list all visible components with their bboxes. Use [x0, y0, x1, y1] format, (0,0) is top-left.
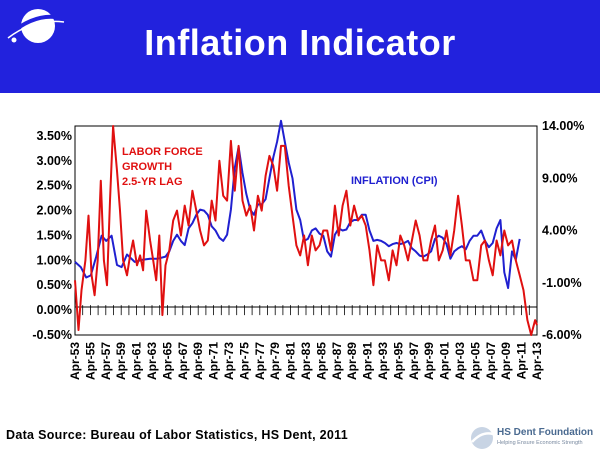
x-tick-label: Apr-59 — [114, 342, 128, 380]
plot-frame — [74, 125, 538, 336]
left-axis-tick-label: 2.00% — [37, 204, 72, 218]
x-tick-label: Apr-63 — [145, 342, 159, 380]
x-tick-label: Apr-57 — [99, 342, 113, 380]
x-tick-label: Apr-77 — [253, 342, 267, 380]
hs-dent-brand: HS Dent Foundation Helping Ensure Econom… — [467, 424, 597, 452]
x-tick-label: Apr-67 — [176, 342, 190, 380]
x-tick-label: Apr-73 — [222, 342, 236, 380]
x-tick-label: Apr-09 — [499, 342, 513, 380]
x-tick-label: Apr-55 — [83, 342, 97, 380]
brand-name: HS Dent Foundation — [497, 427, 594, 438]
x-tick-label: Apr-83 — [299, 342, 313, 380]
x-tick-label: Apr-89 — [345, 342, 359, 380]
right-axis-labels: 14.00% 9.00% 4.00% -1.00% -6.00% — [542, 119, 584, 342]
page-title: Inflation Indicator — [144, 22, 456, 63]
x-tick-label: Apr-65 — [160, 342, 174, 380]
left-axis-tick-label: 3.00% — [37, 154, 72, 168]
right-axis-tick-label: -6.00% — [542, 328, 582, 342]
left-axis-tick-label: 3.50% — [37, 129, 72, 143]
x-tick-label: Apr-97 — [407, 342, 421, 380]
x-tick-label: Apr-13 — [530, 342, 544, 380]
x-tick-marks — [74, 305, 538, 316]
x-tick-label: Apr-01 — [438, 342, 452, 380]
x-tick-label: Apr-99 — [422, 342, 436, 380]
x-tick-label: Apr-75 — [237, 342, 251, 380]
inflation-chart: 3.50% 3.00% 2.50% 2.00% 1.50% 1.00% 0.50% 0.00%… — [32, 119, 584, 380]
left-axis-tick-label: 2.50% — [37, 179, 72, 193]
right-axis-tick-label: 14.00% — [542, 119, 584, 133]
right-axis-tick-label: -1.00% — [542, 276, 582, 290]
x-tick-label: Apr-91 — [361, 342, 375, 380]
right-axis-tick-label: 4.00% — [542, 224, 577, 238]
x-tick-label: Apr-53 — [68, 342, 82, 380]
left-axis-tick-label: 0.00% — [37, 303, 72, 317]
brand-tagline: Helping Ensure Economic Strength — [497, 440, 583, 446]
x-tick-label: Apr-95 — [391, 342, 405, 380]
left-axis-tick-label: 0.50% — [37, 278, 72, 292]
x-tick-label: Apr-87 — [330, 342, 344, 380]
data-source-note: Data Source: Bureau of Labor Statistics,… — [6, 428, 348, 442]
x-tick-label: Apr-07 — [484, 342, 498, 380]
globe-logo-icon — [7, 9, 65, 43]
labor-force-label-line-2: GROWTH — [122, 161, 172, 173]
hs-dent-logo-icon — [471, 427, 494, 449]
x-tick-label: Apr-05 — [468, 342, 482, 380]
x-tick-label: Apr-03 — [453, 342, 467, 380]
cpi-label: INFLATION (CPI) — [351, 175, 438, 187]
x-tick-label: Apr-69 — [191, 342, 205, 380]
x-axis-labels: Apr-53 Apr-55 Apr-57 Apr-59 Apr-61 Apr-63 Apr-… — [68, 342, 544, 380]
x-tick-label: Apr-71 — [207, 342, 221, 380]
x-tick-label: Apr-61 — [130, 342, 144, 380]
x-tick-label: Apr-79 — [268, 342, 282, 380]
x-tick-label: Apr-85 — [314, 342, 328, 380]
left-axis-labels: 3.50% 3.00% 2.50% 2.00% 1.50% 1.00% 0.50% 0.00%… — [32, 129, 72, 342]
x-tick-label: Apr-81 — [284, 342, 298, 380]
title-banner: Inflation Indicator — [0, 0, 600, 93]
x-tick-label: Apr-11 — [515, 342, 529, 380]
left-axis-tick-label: 1.00% — [37, 253, 72, 267]
left-axis-tick-label: 1.50% — [37, 228, 72, 242]
x-tick-label: Apr-93 — [376, 342, 390, 380]
cpi-series-line — [74, 119, 521, 289]
right-axis-tick-label: 9.00% — [542, 171, 577, 185]
labor-force-label-line-3: 2.5-YR LAG — [122, 176, 183, 188]
labor-force-series-line — [74, 125, 538, 336]
left-axis-tick-label: -0.50% — [32, 328, 72, 342]
labor-force-label-line-1: LABOR FORCE — [122, 146, 203, 158]
